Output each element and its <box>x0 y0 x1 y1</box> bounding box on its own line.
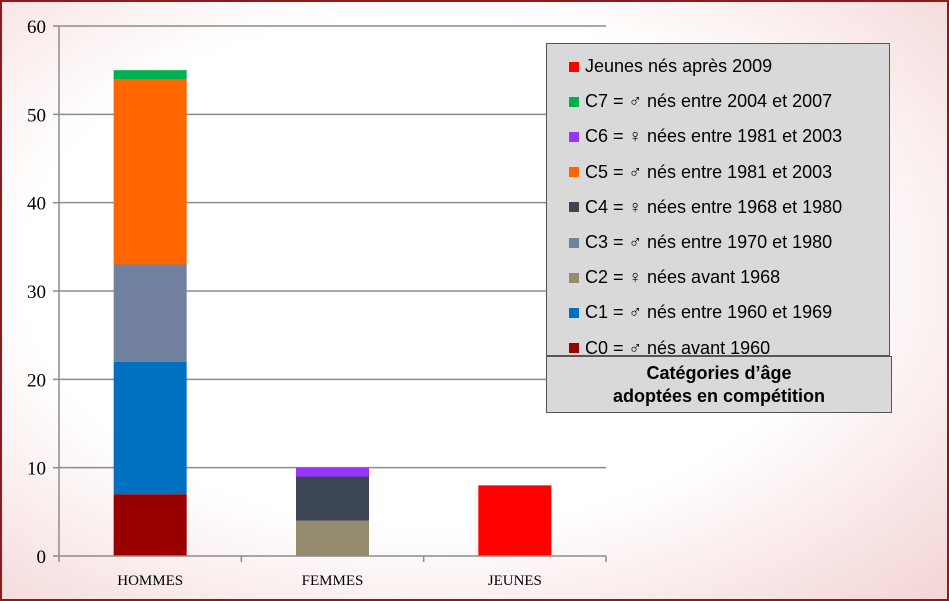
y-tick-label: 10 <box>27 459 46 480</box>
bar-segment <box>296 520 369 556</box>
y-tick-label: 40 <box>27 194 46 215</box>
legend-swatch <box>569 343 579 354</box>
bars <box>113 70 552 556</box>
axis-labels: 0 10 20 30 40 50 60 HOMMES FEMMES JEUNES <box>27 17 542 589</box>
caption-line-1: Catégories d’âge <box>646 362 792 383</box>
legend-swatch <box>569 272 579 283</box>
bar-segment <box>113 264 187 362</box>
caption-line-2: adoptées en compétition <box>612 385 826 406</box>
x-category-label: JEUNES <box>488 573 542 589</box>
legend-swatch <box>569 202 579 213</box>
legend-swatch <box>569 237 579 248</box>
legend-label: C2 = ♀ nées avant 1968 <box>585 267 781 288</box>
legend-item: C3 = ♂ nés entre 1970 et 1980 <box>569 225 889 260</box>
legend-caption: Catégories d’âge adoptées en compétition <box>546 356 892 413</box>
legend-item: C1 = ♂ nés entre 1960 et 1969 <box>569 295 889 330</box>
legend-label: C0 = ♂ nés avant 1960 <box>585 337 771 358</box>
bar-segment <box>113 494 187 556</box>
legend-swatch <box>569 96 579 107</box>
legend-label: Jeunes nés après 2009 <box>585 56 773 77</box>
x-category-label: HOMMES <box>117 573 183 589</box>
legend-swatch <box>569 131 579 142</box>
bar-segment <box>296 476 369 521</box>
legend-label: C7 = ♂ nés entre 2004 et 2007 <box>585 91 833 112</box>
bar-segment <box>296 467 369 477</box>
legend-item: C4 = ♀ nées entre 1968 et 1980 <box>569 190 889 225</box>
legend-item: C0 = ♂ nés avant 1960 <box>569 331 889 366</box>
bar-segment <box>478 485 552 556</box>
axes <box>53 25 607 562</box>
legend-label: C4 = ♀ nées entre 1968 et 1980 <box>585 196 843 217</box>
legend-item: C2 = ♀ nées avant 1968 <box>569 260 889 295</box>
legend-swatch <box>569 307 579 318</box>
legend-swatch <box>569 167 579 178</box>
legend-item: C5 = ♂ nés entre 1981 et 2003 <box>569 155 889 190</box>
bar-segment <box>113 361 187 495</box>
y-tick-label: 20 <box>27 370 46 391</box>
bar-segment <box>113 79 187 265</box>
legend-label: C5 = ♂ nés entre 1981 et 2003 <box>585 161 833 182</box>
y-tick-label: 50 <box>27 105 46 126</box>
y-tick-label: 30 <box>27 282 46 303</box>
bar-segment <box>113 70 187 79</box>
legend-swatch <box>569 61 579 72</box>
x-category-label: FEMMES <box>302 573 364 589</box>
legend-label: C1 = ♂ nés entre 1960 et 1969 <box>585 302 833 323</box>
legend-item: C7 = ♂ nés entre 2004 et 2007 <box>569 84 889 119</box>
y-tick-label: 0 <box>37 547 47 568</box>
y-tick-label: 60 <box>27 17 46 38</box>
legend-item: Jeunes nés après 2009 <box>569 49 889 84</box>
legend-label: C3 = ♂ nés entre 1970 et 1980 <box>585 232 833 253</box>
legend-item: C6 = ♀ nées entre 1981 et 2003 <box>569 119 889 154</box>
legend: Jeunes nés après 2009 C7 = ♂ nés entre 20… <box>546 43 890 358</box>
legend-label: C6 = ♀ nées entre 1981 et 2003 <box>585 126 843 147</box>
